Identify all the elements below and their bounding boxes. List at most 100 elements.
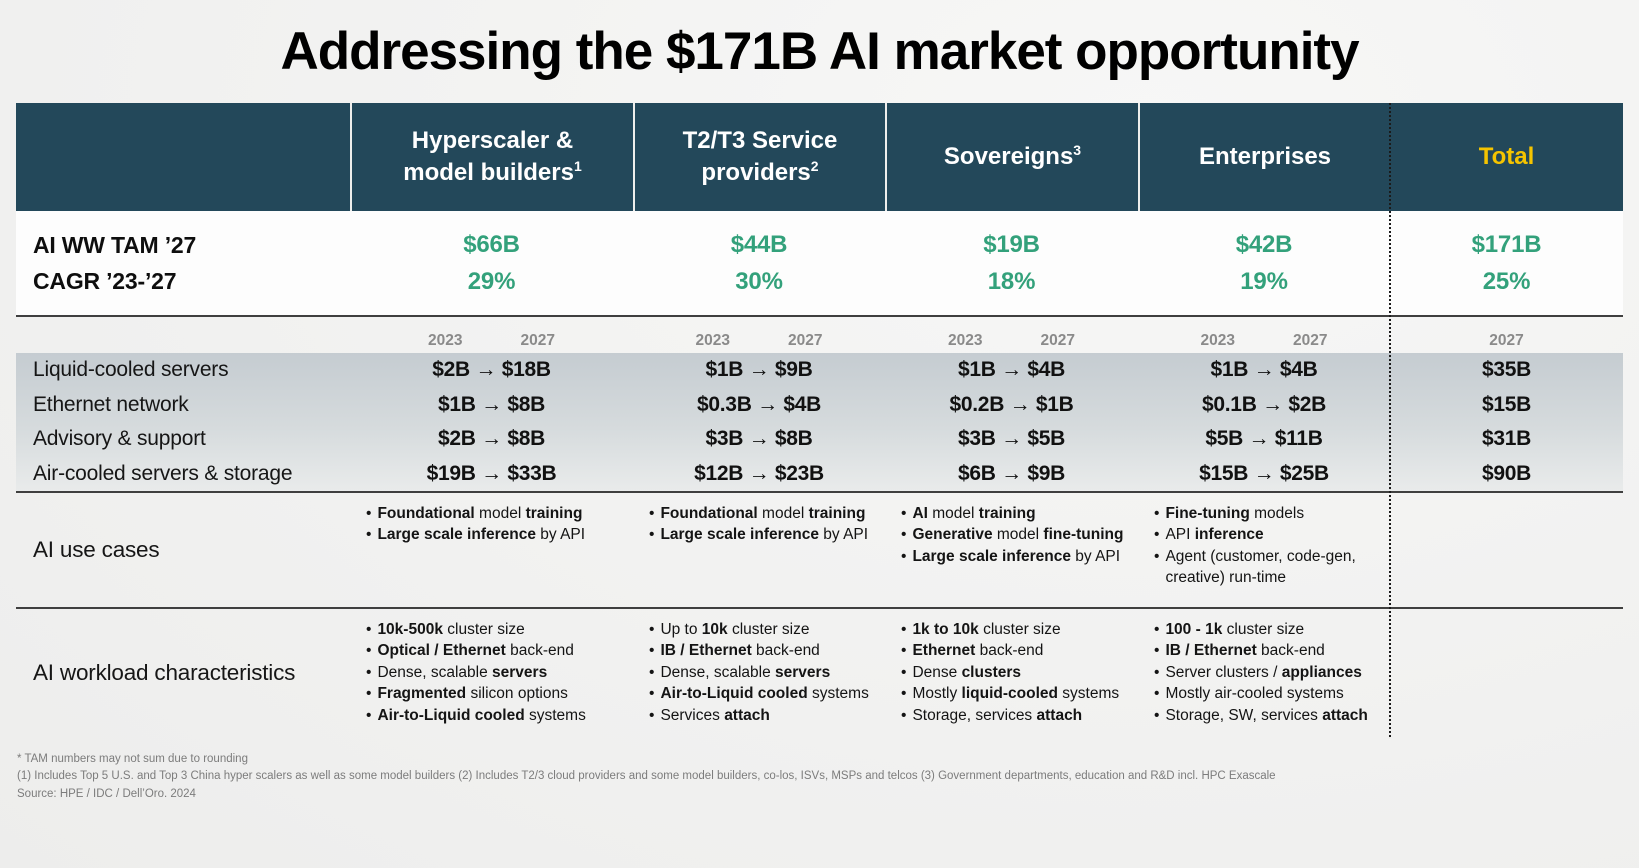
footnote-rounding: * TAM numbers may not sum due to roundin… [17, 753, 248, 765]
row-value-hyperscaler-model-builders: $2B → $18B [432, 358, 551, 382]
bullet-text: 100 - 1k cluster size [1165, 621, 1305, 638]
bullet-icon: • [1154, 526, 1160, 544]
bullet-text: Large scale inference by API [377, 526, 586, 544]
row-label: Liquid-cooled servers [33, 358, 229, 382]
table-row: Liquid-cooled servers $2B → $18B $1B → $9B… [16, 353, 1623, 388]
bullet-text: Mostly liquid-cooled systems [912, 685, 1120, 703]
row-value-total: $31B [1481, 427, 1531, 451]
year-subheader-row: 2023 2027 2023 2027 2023 2027 2023 2027 2027 [16, 317, 1623, 353]
bullet-icon: • [901, 547, 907, 565]
cagr-value: 19% [1240, 267, 1288, 295]
row-label: Ethernet network [33, 392, 189, 416]
bullet-item: • 1k to 10k cluster size [901, 619, 1132, 640]
column-header-hyperscaler-model-builders: Hyperscaler & model builders1 [350, 103, 633, 211]
footnote-definitions: (1) Includes Top 5 U.S. and Top 3 China … [17, 770, 1276, 783]
row-value-enterprises: $5B → $11B [1205, 427, 1323, 451]
year-to-label: 2027 [788, 332, 823, 349]
bullet-item: • Services attach [649, 705, 879, 726]
bullet-item: • Fragmented silicon options [366, 683, 627, 704]
table-row: Ethernet network $1B → $8B $0.3B → $4B $0.2… [16, 388, 1623, 423]
bullet-text: 1k to 10k cluster size [912, 621, 1061, 638]
use-cases-hyperscaler-model-builders: • Foundational model training • Large scale… [350, 493, 633, 607]
bullet-item: • AI model training [901, 503, 1132, 524]
bullet-icon: • [366, 663, 372, 681]
bullet-text: Fragmented silicon options [377, 685, 568, 703]
year-to-label: 2027 [1293, 332, 1328, 349]
bullet-text: 10k-500k cluster size [377, 621, 525, 638]
bullet-text: Storage, services attach [912, 706, 1083, 724]
row-value-t2-t3-service-providers: $3B → $8B [705, 427, 813, 451]
bullet-icon: • [649, 706, 655, 724]
row-value-t2-t3-service-providers: $1B → $9B [705, 358, 813, 382]
bullet-text: Large scale inference by API [660, 526, 869, 544]
bullet-icon: • [366, 706, 372, 724]
bullet-text: Ethernet back-end [912, 642, 1044, 660]
bullet-item: • Dense, scalable servers [649, 662, 879, 683]
bullet-item: • 10k-500k cluster size [366, 619, 627, 640]
bullet-icon: • [649, 663, 655, 681]
row-value-sovereigns: $6B → $9B [957, 461, 1066, 485]
bullet-text: Dense, scalable servers [377, 663, 548, 681]
bullet-icon: • [649, 642, 655, 660]
table-row: Air-cooled servers & storage $19B → $33B $… [16, 457, 1623, 492]
separator-line [16, 607, 1623, 609]
bullet-item: • Mostly air-cooled systems [1154, 683, 1384, 704]
column-header-line: model builders1 [403, 158, 582, 186]
column-header-total: Total [1390, 103, 1623, 211]
bullet-item: • Foundational model training [649, 503, 879, 524]
bullet-icon: • [649, 621, 655, 638]
workload-sovereigns: • 1k to 10k cluster size • Ethernet back-en… [885, 609, 1138, 737]
row-value-total: $35B [1481, 358, 1531, 382]
workload-hyperscaler-model-builders: • 10k-500k cluster size • Optical / Etherne… [350, 609, 633, 737]
footnote-source: Source: HPE / IDC / Dell’Oro. 2024 [17, 787, 196, 800]
year-labels-total: 2027 [1390, 332, 1623, 353]
bullet-item: • Large scale inference by API [366, 524, 627, 545]
tam-cagr-row: AI WW TAM ’27 CAGR ’23-’27 $66B 29% $44B 30… [16, 211, 1623, 315]
bullet-item: • Generative model fine-tuning [901, 524, 1132, 545]
year-labels-enterprises: 2023 2027 [1138, 332, 1390, 353]
bullet-item: • Fine-tuning models [1154, 503, 1384, 524]
bullet-text: Dense, scalable servers [660, 663, 831, 681]
bullet-text: Air-to-Liquid cooled systems [377, 706, 586, 724]
bullet-icon: • [901, 685, 907, 703]
cagr-total-value: 25% [1482, 267, 1531, 295]
row-value-hyperscaler-model-builders: $1B → $8B [437, 392, 546, 416]
row-value-t2-t3-service-providers: $0.3B → $4B [697, 392, 821, 416]
use-cases-enterprises: • Fine-tuning models • API inference • Agent … [1138, 493, 1390, 607]
row-value-hyperscaler-model-builders: $19B → $33B [426, 461, 557, 485]
year-from-label: 2023 [428, 332, 463, 349]
cagr-label: CAGR ’23-’27 [33, 267, 177, 294]
footnotes: * TAM numbers may not sum due to roundin… [17, 751, 1639, 803]
bullet-item: • IB / Ethernet back-end [649, 640, 879, 661]
footnote-marker: 1 [573, 158, 582, 174]
row-value-sovereigns: $3B → $5B [957, 427, 1066, 451]
bullet-text: Dense clusters [912, 663, 1022, 681]
tam-value: $42B [1235, 230, 1293, 258]
workload-enterprises: • 100 - 1k cluster size • IB / Ethernet bac… [1138, 609, 1390, 737]
product-rows-band: Liquid-cooled servers $2B → $18B $1B → $9B… [16, 353, 1623, 491]
year-to-label: 2027 [1489, 332, 1524, 349]
ai-use-cases-label: AI use cases [33, 537, 160, 562]
bullet-text: Agent (customer, code-gen, creative) run… [1165, 547, 1356, 587]
bullet-item: • Foundational model training [366, 503, 627, 524]
row-value-sovereigns: $1B → $4B [957, 358, 1066, 382]
column-header-line: providers2 [701, 158, 819, 186]
table-header-row: Hyperscaler & model builders1 T2/T3 Servi… [16, 103, 1623, 211]
slide-title: Addressing the $171B AI market opportuni… [280, 22, 1359, 81]
bullet-text: Mostly air-cooled systems [1165, 685, 1344, 703]
bullet-text: IB / Ethernet back-end [660, 642, 820, 660]
column-header-line: Hyperscaler & [411, 127, 574, 155]
bullet-text: Generative model fine-tuning [912, 526, 1124, 544]
tam-value: $19B [983, 230, 1040, 258]
bullet-icon: • [649, 526, 655, 544]
bullet-text: Large scale inference by API [912, 547, 1121, 565]
year-from-label: 2023 [695, 332, 730, 349]
tam-cagr-value-t2-t3-service-providers: $44B 30% [633, 211, 885, 315]
bullet-item: • Air-to-Liquid cooled systems [649, 683, 879, 704]
bullet-text: Up to 10k cluster size [660, 621, 810, 638]
bullet-icon: • [366, 526, 372, 544]
slide: Addressing the $171B AI market opportuni… [0, 14, 1639, 868]
ai-use-cases-row: AI use cases • Foundational model trainin… [16, 493, 1623, 607]
bullet-item: • Dense, scalable servers [366, 662, 627, 683]
year-labels-t2-t3-service-providers: 2023 2027 [633, 332, 885, 353]
